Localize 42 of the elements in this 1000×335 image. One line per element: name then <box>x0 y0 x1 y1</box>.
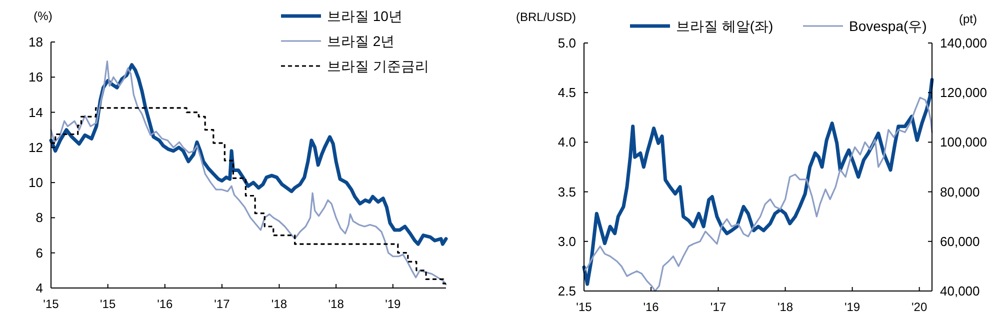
x-tick-label: '18 <box>328 297 344 311</box>
y-tick-label: 18 <box>28 34 43 50</box>
x-tick-label: '15 <box>100 297 116 311</box>
x-tick-label: '15 <box>43 297 60 311</box>
y2-tick-label: 120,000 <box>940 85 987 100</box>
x-tick-label: '17 <box>710 300 726 314</box>
y2-tick-label: 40,000 <box>940 284 980 298</box>
y2-tick-label: 140,000 <box>940 36 987 50</box>
x-tick-label: '20 <box>912 300 928 314</box>
y-tick-label: 5.0 <box>558 36 576 50</box>
x-tick-label: '17 <box>214 297 230 311</box>
y-tick-label: 10 <box>28 175 43 190</box>
legend-label: 브라질 헤알(좌) <box>676 18 774 34</box>
x-tick-label: '16 <box>643 300 660 314</box>
y2-axis-title: (pt) <box>959 12 978 26</box>
y-tick-label: 3.5 <box>558 184 576 200</box>
y-tick-label: 6 <box>36 245 43 260</box>
x-tick-label: '18 <box>271 297 288 311</box>
y-tick-label: 3.0 <box>558 234 576 249</box>
legend-label: 브라질 10년 <box>327 8 402 24</box>
y-tick-label: 4 <box>36 280 43 296</box>
line-series <box>50 60 447 286</box>
legend-label: Bovespa(우) <box>849 18 927 34</box>
x-tick-label: '19 <box>385 297 402 311</box>
x-tick-label: '15 <box>576 300 592 314</box>
y2-tick-label: 100,000 <box>940 134 987 150</box>
y-tick-label: 4.5 <box>558 85 576 100</box>
y2-tick-label: 60,000 <box>940 234 980 249</box>
y-tick-label: 8 <box>36 210 43 226</box>
y-tick-label: 14 <box>28 104 43 120</box>
y-axis-title: (BRL/USD) <box>516 10 576 24</box>
legend-label: 브라질 기준금리 <box>327 58 429 74</box>
legend-label: 브라질 2년 <box>327 33 395 49</box>
y-tick-label: 2.5 <box>558 284 576 298</box>
y-axis-title: (%) <box>34 9 52 23</box>
x-tick-label: '16 <box>157 297 174 311</box>
y-tick-label: 16 <box>28 70 43 85</box>
x-tick-label: '18 <box>777 300 794 314</box>
x-tick-label: '19 <box>844 300 860 314</box>
y-tick-label: 12 <box>28 140 43 155</box>
y2-tick-label: 80,000 <box>940 184 980 200</box>
y-tick-label: 4.0 <box>558 134 576 150</box>
